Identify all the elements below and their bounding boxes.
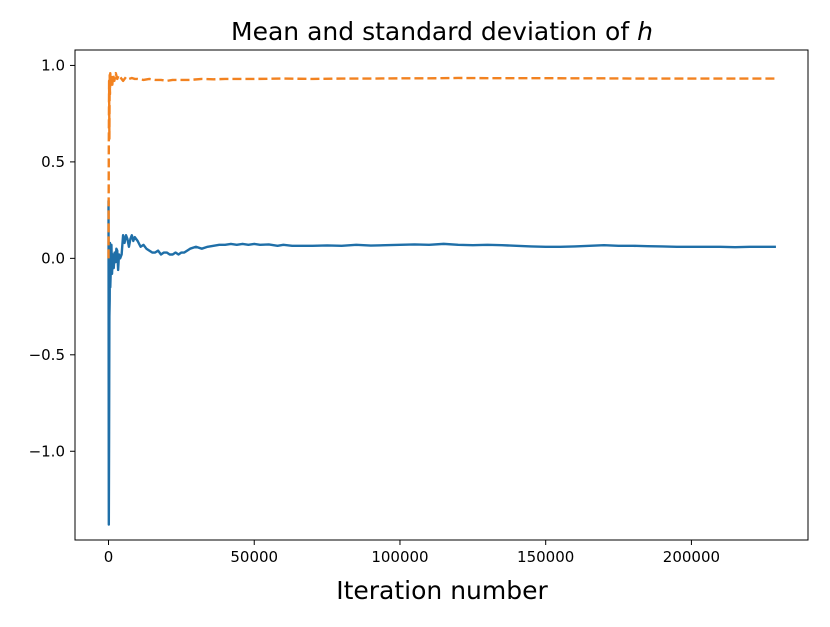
series-layer: [107, 71, 776, 526]
y-tick-label: 1.0: [41, 56, 65, 74]
chart-title: Mean and standard deviation of h: [231, 17, 653, 46]
y-tick-label: 0.0: [41, 249, 65, 267]
x-axis-ticks: 0 50000 100000 150000 200000: [104, 540, 720, 566]
chart-title-text: Mean and standard deviation of: [231, 17, 637, 46]
y-tick-label: −1.0: [29, 442, 65, 460]
x-tick-label: 150000: [517, 548, 574, 566]
x-tick-label: 200000: [663, 548, 720, 566]
y-tick-label: 0.5: [41, 153, 65, 171]
y-axis-ticks: −1.0 −0.5 0.0 0.5 1.0: [29, 56, 75, 460]
x-tick-label: 50000: [230, 548, 278, 566]
x-tick-label: 100000: [371, 548, 428, 566]
x-tick-label: 0: [104, 548, 114, 566]
chart-title-variable: h: [637, 17, 653, 46]
series-line-mean: [107, 200, 776, 526]
series-line-standard-deviation: [107, 71, 776, 259]
plot-area-frame: [74, 49, 809, 541]
y-tick-label: −0.5: [29, 346, 65, 364]
x-axis-label: Iteration number: [336, 576, 548, 605]
